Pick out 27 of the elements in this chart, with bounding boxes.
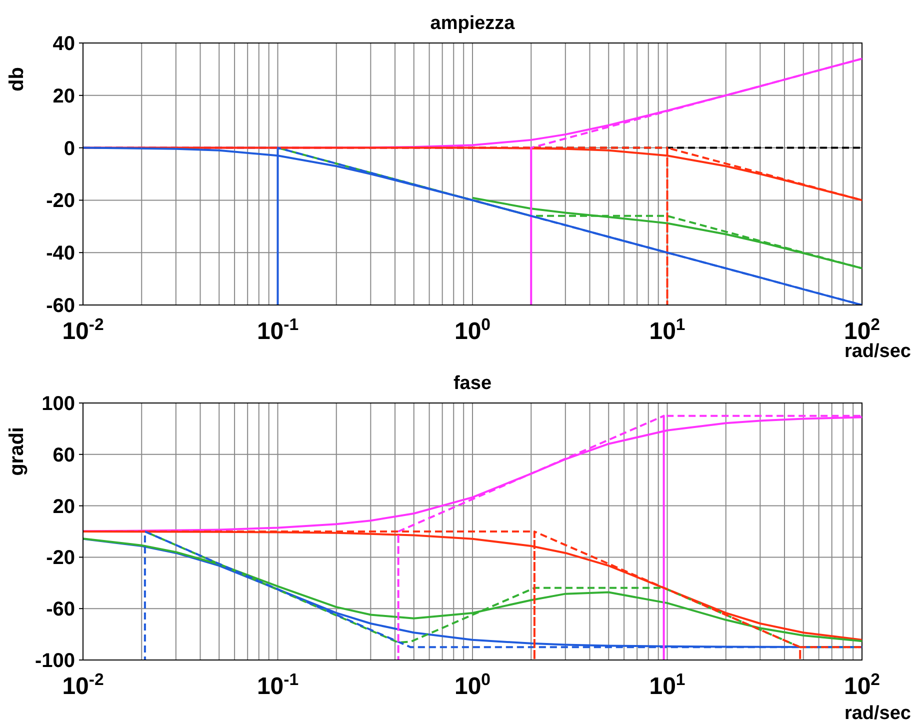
x-tick-label: 10$^{1}$ [649, 314, 686, 345]
y-tick-label: 60 [52, 444, 75, 466]
x-tick-label: 10$^{0}$ [454, 314, 491, 345]
y-tick-label: -60 [46, 598, 75, 621]
x-tick-label: 10$^{-1}$ [256, 670, 299, 700]
y-tick-label: 20 [52, 85, 75, 108]
x-tick-label: 10$^{-2}$ [62, 670, 104, 700]
x-axis-title: rad/sec [844, 703, 911, 725]
y-tick-label: -20 [46, 190, 75, 212]
x-tick-label: 10$^{-1}$ [256, 314, 299, 345]
y-tick-label: -60 [46, 295, 75, 317]
y-tick-label: -40 [46, 242, 75, 265]
x-tick-label: 10$^{2}$ [844, 670, 880, 700]
x-tick-label: 10$^{1}$ [649, 670, 686, 700]
y-axis-title: db [6, 67, 29, 92]
x-tick-label: 10$^{-2}$ [62, 314, 104, 345]
x-axis-title: rad/sec [844, 341, 911, 363]
y-tick-label: 0 [64, 138, 75, 160]
x-tick-label: 10$^{0}$ [454, 670, 491, 700]
y-tick-label: -100 [34, 650, 75, 672]
y-tick-label: 40 [52, 33, 75, 55]
y-tick-label: 100 [42, 393, 75, 415]
y-tick-label: -20 [46, 547, 75, 570]
chart-title: fase [452, 373, 493, 395]
chart-title: ampiezza [429, 13, 516, 35]
y-tick-label: 20 [52, 496, 75, 518]
y-axis-title: gradi [6, 427, 29, 476]
